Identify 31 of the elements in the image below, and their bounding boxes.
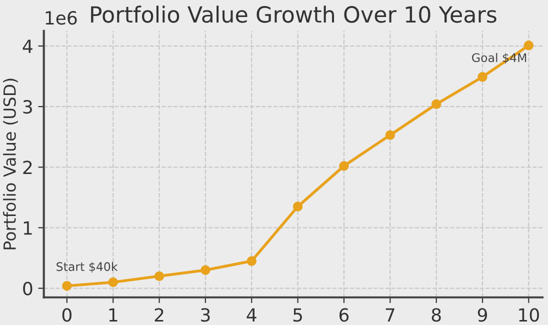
point [292, 202, 303, 212]
point [108, 277, 118, 288]
point [385, 130, 396, 140]
point [431, 99, 442, 110]
y-tick-label: 4 [22, 40, 32, 53]
annotation: Start $40k [56, 262, 118, 273]
chart-title: Portfolio Value Growth Over 10 Years [91, 6, 496, 23]
point [524, 40, 534, 50]
x-tick-label: 6 [339, 308, 349, 322]
text: 1e6 [46, 11, 77, 25]
x-tick-label: 0 [62, 308, 72, 322]
point [339, 161, 349, 171]
x-tick-label: 8 [432, 308, 441, 322]
point [62, 281, 72, 291]
x-tick-label: 1 [109, 308, 118, 322]
x-tick-label: 9 [478, 308, 487, 322]
y-axis-title: Portfolio Value (USD) [3, 78, 18, 250]
x-tick-label: 3 [201, 308, 210, 322]
point [200, 265, 210, 275]
x-tick-label: 2 [154, 308, 164, 322]
point [478, 72, 488, 82]
x-tick-label: 5 [293, 308, 302, 322]
y-tick-label: 0 [23, 282, 32, 296]
x-tick-label: 4 [246, 308, 256, 322]
x-tick-label: 10 [519, 308, 539, 322]
x-tick-label: 7 [386, 308, 394, 322]
y-tick-label: 1 [24, 221, 32, 235]
point [246, 256, 256, 266]
y-tick-label: 2 [23, 160, 32, 174]
point [154, 271, 164, 282]
y-tick-label: 3 [23, 100, 32, 114]
